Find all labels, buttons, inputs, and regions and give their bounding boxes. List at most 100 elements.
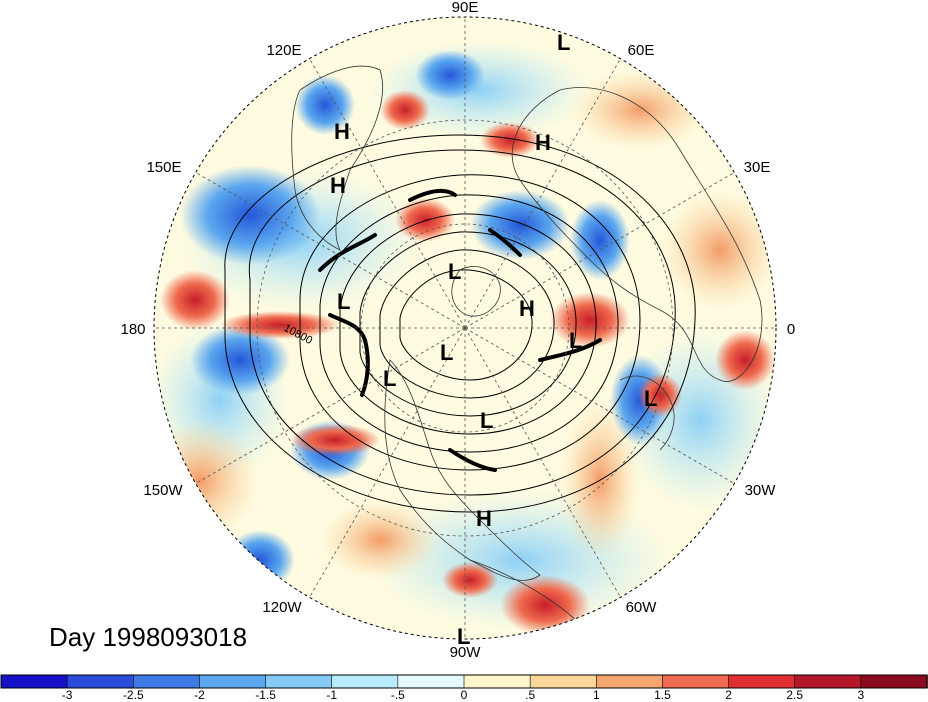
anomaly-patch (570, 70, 710, 150)
meridian-line (464, 327, 621, 598)
coastline-east-asia (291, 65, 384, 251)
pressure-center-label: L (644, 386, 657, 411)
meridian-line (309, 327, 466, 598)
pressure-center-label: L (557, 30, 570, 55)
anomaly-patch (320, 500, 440, 580)
meridian-line (464, 327, 735, 484)
graticule (154, 17, 776, 639)
longitude-label-60w: 60W (626, 599, 658, 616)
colorbar-swatch (529, 674, 598, 689)
jet-segment (318, 233, 377, 272)
anomaly-patch (415, 50, 485, 100)
anomaly-patch (380, 90, 430, 130)
colorbar-swatch (662, 674, 730, 689)
colorbar-swatch (794, 674, 862, 689)
longitude-label-120e: 120E (266, 42, 301, 59)
pressure-centers: L H H H L L H L L L L L L H (330, 30, 657, 649)
anomaly-patch (480, 122, 540, 158)
colorbar-swatch (728, 674, 796, 689)
jet-segment (538, 338, 602, 362)
longitude-label-30e: 30E (744, 159, 771, 176)
anomaly-patch (715, 330, 775, 390)
latitude-circle (256, 119, 674, 537)
colorbar-swatch (132, 674, 201, 689)
height-contour (379, 249, 555, 399)
pressure-center-label: H (330, 173, 346, 198)
longitude-label-180: 180 (120, 321, 145, 338)
anomaly-patch (500, 575, 590, 635)
colorbar-tick-label: -2 (194, 688, 205, 702)
height-contour (359, 231, 577, 417)
colorbar-tick-label: -.5 (391, 688, 405, 702)
colorbar-tick-labels: -3 -2.5 -2 -1.5 -1 -.5 0 .5 1 1.5 2 2.5 3 (62, 688, 865, 702)
anomaly-patch (660, 190, 776, 310)
longitude-label-90e: 90E (452, 0, 479, 16)
jet-segment (448, 448, 497, 472)
jet-segments (318, 188, 602, 472)
anomaly-patch (570, 200, 630, 280)
pressure-center-label: L (480, 408, 493, 433)
anomaly-patch (442, 562, 498, 598)
jet-segment (328, 313, 370, 397)
coastlines (291, 65, 763, 635)
height-contour (224, 134, 696, 513)
colorbar-tick-label: 3 (858, 688, 865, 702)
anomaly-patch (160, 270, 230, 330)
coastline-eurasia (511, 87, 763, 382)
pressure-center-label: L (457, 624, 470, 649)
meridian-line (464, 58, 621, 329)
colorbar-swatch (265, 674, 333, 689)
pressure-center-label: L (337, 289, 350, 314)
pressure-center-label: H (476, 506, 492, 531)
colorbar-frame (0, 674, 928, 689)
colorbar-tick-label: -1.5 (255, 688, 276, 702)
longitude-label-120w: 120W (262, 599, 302, 616)
height-contour (299, 174, 641, 471)
colorbar-tick-label: -2.5 (123, 688, 144, 702)
colorbar-tick-label: 2 (725, 688, 732, 702)
longitude-labels: 90E 60E 30E 0 30W 60W 90W 120W 150W 180 … (120, 0, 795, 661)
colorbar-swatch (199, 674, 267, 689)
jet-segment (488, 228, 522, 257)
colorbar-swatches (0, 674, 928, 689)
anomaly-patch (550, 292, 630, 348)
pressure-center-label: H (535, 130, 551, 155)
pressure-center-label: L (569, 328, 582, 353)
longitude-label-150e: 150E (146, 159, 181, 176)
longitude-label-60e: 60E (628, 42, 655, 59)
longitude-label-0: 0 (787, 321, 795, 338)
anomaly-patch (180, 165, 320, 265)
colorbar-swatch (595, 674, 664, 689)
coastline-north-america (384, 359, 541, 581)
anomaly-patch (470, 190, 570, 260)
pressure-center-label: L (440, 340, 453, 365)
meridian-line (464, 172, 735, 329)
height-contour (319, 194, 619, 453)
meridian-line (195, 327, 466, 484)
colorbar-tick-label: 2.5 (786, 688, 803, 702)
day-title: Day 1998093018 (49, 622, 247, 652)
colorbar-swatch (331, 674, 399, 689)
map-boundary (153, 16, 777, 640)
colorbar-tick-label: -3 (62, 688, 73, 702)
height-contour (339, 213, 597, 435)
meridian-line (195, 172, 466, 329)
colorbar-swatch (0, 674, 68, 689)
colorbar-swatch (463, 674, 531, 689)
jet-segment (408, 188, 457, 202)
colorbar-tick-label: .5 (525, 688, 535, 702)
colorbar-swatch (397, 674, 465, 689)
pressure-center-label: H (334, 119, 350, 144)
coastline-africa (619, 375, 675, 451)
colorbar-tick-label: 1.5 (654, 688, 671, 702)
pressure-center-label: L (448, 259, 461, 284)
pressure-center-label: L (383, 366, 396, 391)
colorbar-tick-label: 0 (461, 688, 468, 702)
meridian-line (309, 58, 466, 329)
colorbar: -3 -2.5 -2 -1.5 -1 -.5 0 .5 1 1.5 2 2.5 3 (0, 674, 928, 702)
anomaly-patch (295, 75, 355, 135)
longitude-label-30w: 30W (745, 482, 777, 499)
height-contour (399, 269, 533, 381)
colorbar-tick-label: -1 (326, 688, 337, 702)
